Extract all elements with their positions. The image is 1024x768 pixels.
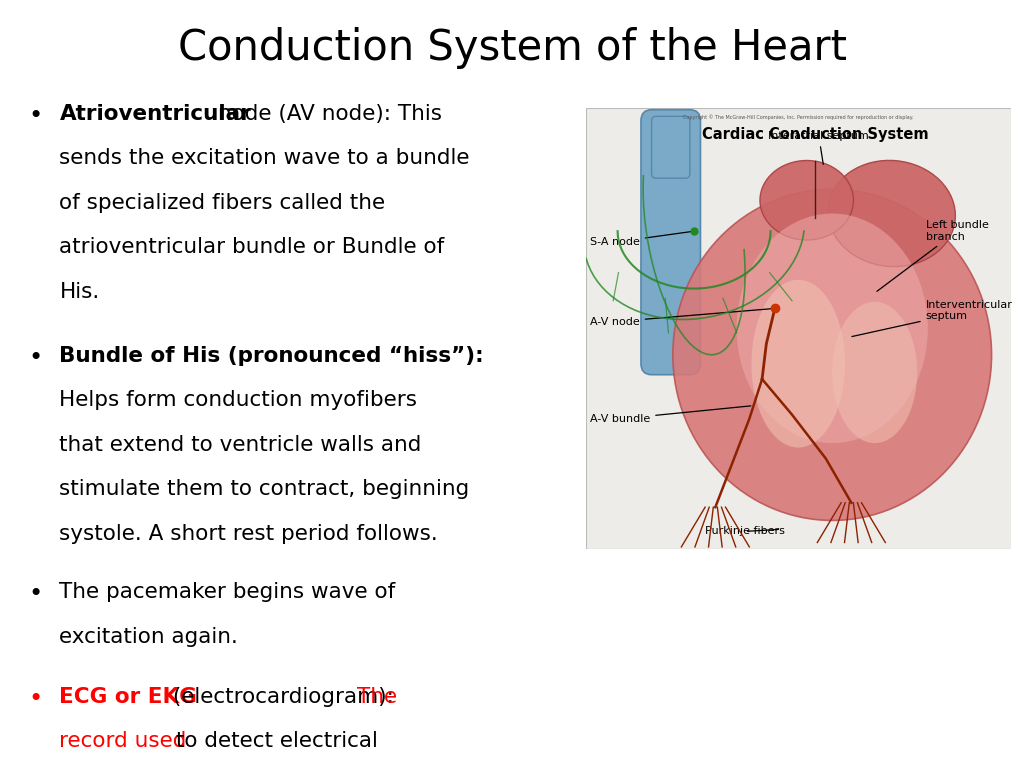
Text: A-V node: A-V node	[590, 309, 772, 326]
Text: excitation again.: excitation again.	[59, 627, 239, 647]
Text: systole. A short rest period follows.: systole. A short rest period follows.	[59, 524, 438, 544]
Ellipse shape	[752, 280, 845, 448]
Text: node (AV node): This: node (AV node): This	[211, 104, 442, 124]
Text: Bundle of His (pronounced “hiss”):: Bundle of His (pronounced “hiss”):	[59, 346, 484, 366]
FancyBboxPatch shape	[651, 117, 690, 178]
Ellipse shape	[828, 161, 955, 266]
Text: stimulate them to contract, beginning: stimulate them to contract, beginning	[59, 479, 470, 499]
Ellipse shape	[760, 161, 853, 240]
Ellipse shape	[673, 189, 991, 521]
Text: that extend to ventricle walls and: that extend to ventricle walls and	[59, 435, 422, 455]
Text: Purkinje fibers: Purkinje fibers	[705, 526, 784, 537]
Text: •: •	[29, 346, 43, 369]
Text: to detect electrical: to detect electrical	[169, 731, 378, 751]
Text: atrioventricular bundle or Bundle of: atrioventricular bundle or Bundle of	[59, 237, 444, 257]
FancyBboxPatch shape	[641, 110, 700, 375]
Text: A-V bundle: A-V bundle	[590, 406, 751, 424]
Text: record used: record used	[59, 731, 186, 751]
Text: Helps form conduction myofibers: Helps form conduction myofibers	[59, 390, 418, 410]
Text: His.: His.	[59, 282, 99, 302]
Text: Left bundle
branch: Left bundle branch	[877, 220, 988, 291]
Text: S-A node: S-A node	[590, 231, 691, 247]
FancyBboxPatch shape	[586, 108, 1011, 549]
Text: sends the excitation wave to a bundle: sends the excitation wave to a bundle	[59, 148, 470, 168]
Text: Interatrial septum: Interatrial septum	[768, 131, 869, 164]
Text: of specialized fibers called the: of specialized fibers called the	[59, 193, 385, 213]
Text: •: •	[29, 104, 43, 127]
Text: Cardiac Conduction System: Cardiac Conduction System	[701, 127, 929, 142]
Text: Atrioventricular: Atrioventricular	[59, 104, 251, 124]
Text: ECG or EKG: ECG or EKG	[59, 687, 198, 707]
Text: The: The	[357, 687, 397, 707]
Text: Copyright © The McGraw-Hill Companies, Inc. Permission required for reproduction: Copyright © The McGraw-Hill Companies, I…	[683, 114, 913, 120]
Text: The pacemaker begins wave of: The pacemaker begins wave of	[59, 582, 395, 602]
Ellipse shape	[736, 214, 928, 443]
Text: Interventricular
septum: Interventricular septum	[852, 300, 1013, 336]
Ellipse shape	[833, 302, 918, 443]
Text: •: •	[29, 687, 43, 710]
Text: Conduction System of the Heart: Conduction System of the Heart	[177, 27, 847, 69]
Text: •: •	[29, 582, 43, 606]
Text: (electrocardiogram):: (electrocardiogram):	[166, 687, 400, 707]
